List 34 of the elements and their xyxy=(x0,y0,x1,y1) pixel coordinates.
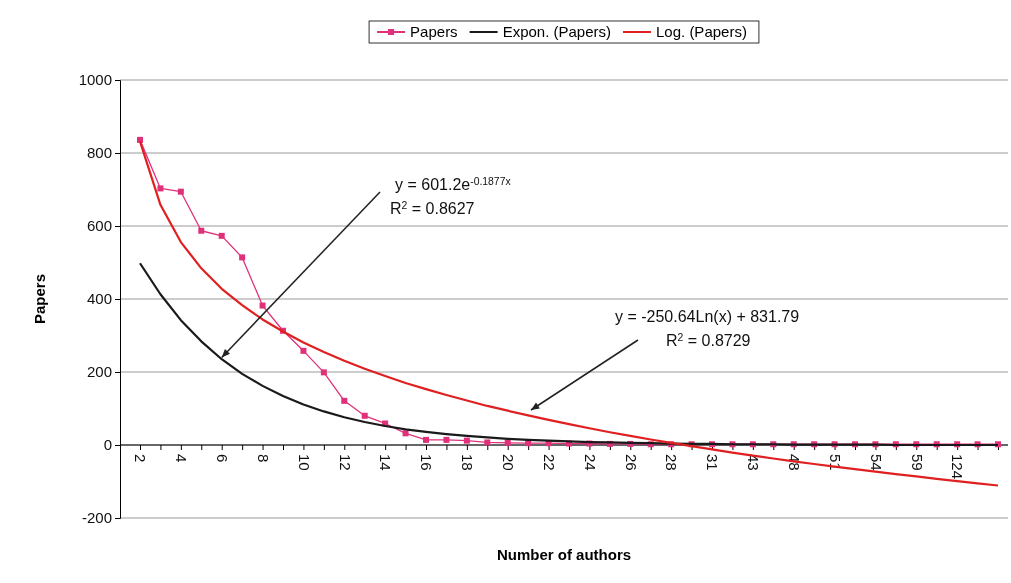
y-tick-label: -200 xyxy=(81,509,112,527)
x-tick-label: 16 xyxy=(418,454,436,471)
annotation: R$^{2}$ = 0.8729 xyxy=(666,331,751,349)
x-tick-label: 28 xyxy=(663,454,681,471)
x-tick-label: 54 xyxy=(867,454,885,471)
x-tick-label: 26 xyxy=(622,454,640,471)
x-tick-label: 2 xyxy=(132,454,150,463)
x-tick-label: 18 xyxy=(459,454,477,471)
x-tick-label: 20 xyxy=(499,454,517,471)
x-tick-label: 6 xyxy=(213,454,231,463)
annotation: y = -250.64Ln(x) + 831.79 xyxy=(615,308,800,325)
y-tick-label: 0 xyxy=(103,436,112,454)
x-tick-label: 4 xyxy=(173,454,191,463)
y-tick-label: 800 xyxy=(86,144,112,162)
annotation: R$^{2}$ = 0.8627 xyxy=(390,199,475,217)
x-tick-label: 8 xyxy=(254,454,272,463)
y-tick-label: 400 xyxy=(86,290,112,308)
y-tick-label: 600 xyxy=(86,217,112,235)
x-axis-title: Number of authors xyxy=(496,546,632,563)
legend-label: Log. (Papers) xyxy=(656,23,747,40)
x-tick-label: 31 xyxy=(704,454,722,471)
x-tick-label: 14 xyxy=(377,454,395,471)
y-tick-label: 1000 xyxy=(78,71,112,89)
x-tick-label: 12 xyxy=(336,454,354,471)
x-tick-label: 10 xyxy=(295,454,313,471)
legend-label: Expon. (Papers) xyxy=(502,23,612,40)
x-tick-label: 59 xyxy=(908,454,926,471)
legend-label: Papers xyxy=(410,23,458,40)
x-tick-label: 24 xyxy=(581,454,599,471)
x-tick-label: 124 xyxy=(949,454,967,480)
annotation: y = 601.2e$^{-0.1877x}$ xyxy=(395,175,512,193)
x-tick-label: 22 xyxy=(540,454,558,471)
y-axis-title: Papers xyxy=(31,273,48,325)
y-tick-label: 200 xyxy=(86,363,112,381)
